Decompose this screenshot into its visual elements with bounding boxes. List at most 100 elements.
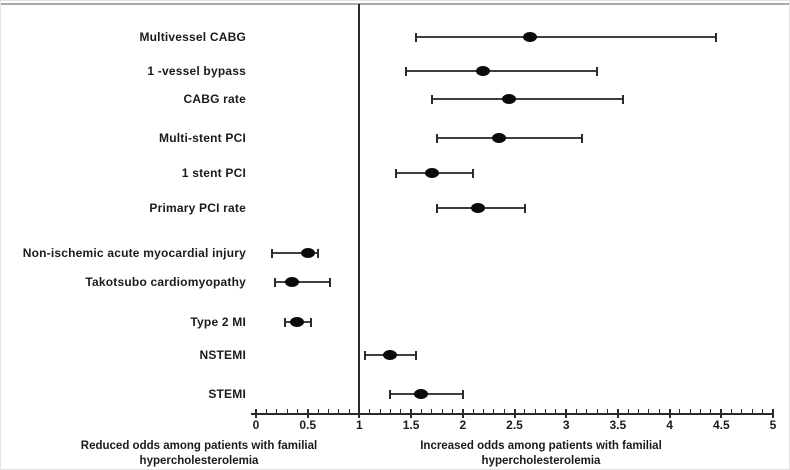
row-label: 1 stent PCI bbox=[181, 166, 246, 180]
x-axis-minor-tick bbox=[327, 409, 329, 413]
ci-cap-low bbox=[435, 204, 438, 213]
or-marker bbox=[471, 203, 486, 213]
ci-cap-high bbox=[329, 278, 332, 287]
ci-cap-high bbox=[309, 318, 312, 327]
or-marker bbox=[383, 350, 398, 360]
ci-cap-high bbox=[580, 134, 583, 143]
row-label: 1 -vessel bypass bbox=[147, 64, 246, 78]
ci-line bbox=[274, 281, 331, 283]
row-label: Type 2 MI bbox=[190, 315, 246, 329]
x-axis-major-tick bbox=[513, 409, 516, 418]
x-axis-minor-tick bbox=[286, 409, 288, 413]
or-marker bbox=[290, 317, 305, 327]
caption-line: hypercholesterolemia bbox=[481, 455, 601, 467]
or-marker bbox=[502, 94, 517, 104]
ci-line bbox=[271, 252, 319, 254]
ci-cap-high bbox=[622, 95, 625, 104]
ci-cap-low bbox=[435, 134, 438, 143]
ci-cap-low bbox=[415, 33, 418, 42]
row-label: Primary PCI rate bbox=[149, 201, 246, 215]
ci-cap-high bbox=[415, 351, 418, 360]
x-axis-minor-tick bbox=[420, 409, 422, 413]
x-axis-major-tick bbox=[668, 409, 671, 418]
x-axis-minor-tick bbox=[472, 409, 474, 413]
row-label: Multi-stent PCI bbox=[159, 131, 246, 145]
or-marker bbox=[523, 32, 537, 42]
ci-cap-low bbox=[430, 95, 433, 104]
ci-cap-high bbox=[317, 249, 320, 258]
row-label: Non-ischemic acute myocardial injury bbox=[22, 246, 246, 260]
x-axis-minor-tick bbox=[524, 409, 526, 413]
x-axis-major-tick bbox=[772, 409, 774, 418]
x-axis-minor-tick bbox=[276, 409, 278, 413]
x-axis-minor-tick bbox=[431, 409, 433, 413]
or-marker bbox=[476, 66, 491, 76]
x-axis-minor-tick bbox=[689, 409, 691, 413]
x-axis-tick-label: 4 bbox=[666, 418, 673, 432]
caption-line: Reduced odds among patients with familia… bbox=[80, 440, 318, 452]
x-axis-minor-tick bbox=[348, 409, 350, 413]
ci-cap-low bbox=[394, 169, 397, 178]
x-axis-major-tick bbox=[720, 409, 723, 418]
row-label: STEMI bbox=[208, 387, 246, 401]
ci-cap-high bbox=[715, 33, 718, 42]
x-axis-major-tick bbox=[461, 409, 464, 418]
x-axis-major-tick bbox=[565, 409, 568, 418]
x-axis-minor-tick bbox=[638, 409, 640, 413]
x-axis-major-tick bbox=[358, 409, 361, 418]
x-axis-minor-tick bbox=[482, 409, 484, 413]
x-axis-minor-tick bbox=[545, 409, 547, 413]
ci-line bbox=[405, 70, 598, 72]
x-axis-tick-label: 2.5 bbox=[506, 418, 523, 432]
x-axis-minor-tick bbox=[317, 409, 319, 413]
x-axis-tick-label: 1 bbox=[356, 418, 363, 432]
x-axis-minor-tick bbox=[700, 409, 702, 413]
axis-caption-reduced-odds: Reduced odds among patients with familia… bbox=[59, 439, 339, 469]
x-axis-minor-tick bbox=[627, 409, 629, 413]
or-marker bbox=[424, 168, 439, 178]
row-label: Multivessel CABG bbox=[139, 30, 246, 44]
x-axis-minor-tick bbox=[607, 409, 609, 413]
x-axis-minor-tick bbox=[741, 409, 743, 413]
x-axis-tick-label: 3 bbox=[562, 418, 570, 432]
ci-cap-low bbox=[273, 278, 276, 287]
x-axis-minor-tick bbox=[441, 409, 443, 413]
ci-cap-high bbox=[523, 204, 526, 213]
x-axis-minor-tick bbox=[596, 409, 598, 413]
ci-line bbox=[431, 98, 624, 100]
x-axis-minor-tick bbox=[751, 409, 753, 413]
x-axis-minor-tick bbox=[369, 409, 371, 413]
x-axis-minor-tick bbox=[555, 409, 557, 413]
ci-line bbox=[416, 36, 717, 38]
x-axis-minor-tick bbox=[762, 409, 764, 413]
x-axis-tick-label: 3.5 bbox=[609, 418, 627, 432]
or-marker bbox=[414, 389, 429, 399]
row-label: CABG rate bbox=[183, 92, 246, 106]
ci-cap-low bbox=[283, 318, 286, 327]
x-axis-major-tick bbox=[306, 409, 309, 418]
x-axis-minor-tick bbox=[400, 409, 402, 413]
or-marker bbox=[285, 277, 300, 287]
x-axis-minor-tick bbox=[731, 409, 733, 413]
or-marker bbox=[300, 248, 315, 258]
x-axis-major-tick bbox=[410, 409, 413, 418]
caption-line: Increased odds among patients with famil… bbox=[420, 440, 662, 452]
x-axis-tick-label: 2 bbox=[459, 418, 467, 432]
x-axis-minor-tick bbox=[586, 409, 588, 413]
ci-cap-high bbox=[461, 390, 464, 399]
ci-cap-high bbox=[596, 67, 599, 76]
x-axis-major-tick bbox=[255, 409, 257, 418]
x-axis-minor-tick bbox=[679, 409, 681, 413]
x-axis-minor-tick bbox=[493, 409, 495, 413]
top-border-strip bbox=[1, 3, 789, 5]
or-marker bbox=[491, 133, 506, 143]
x-axis-minor-tick bbox=[296, 409, 298, 413]
caption-line: hypercholesterolemia bbox=[139, 455, 259, 467]
x-axis-line bbox=[251, 413, 774, 415]
x-axis-minor-tick bbox=[534, 409, 536, 413]
row-label: Takotsubo cardiomyopathy bbox=[85, 275, 246, 289]
reference-line-or-1 bbox=[358, 4, 361, 414]
x-axis-minor-tick bbox=[338, 409, 340, 413]
